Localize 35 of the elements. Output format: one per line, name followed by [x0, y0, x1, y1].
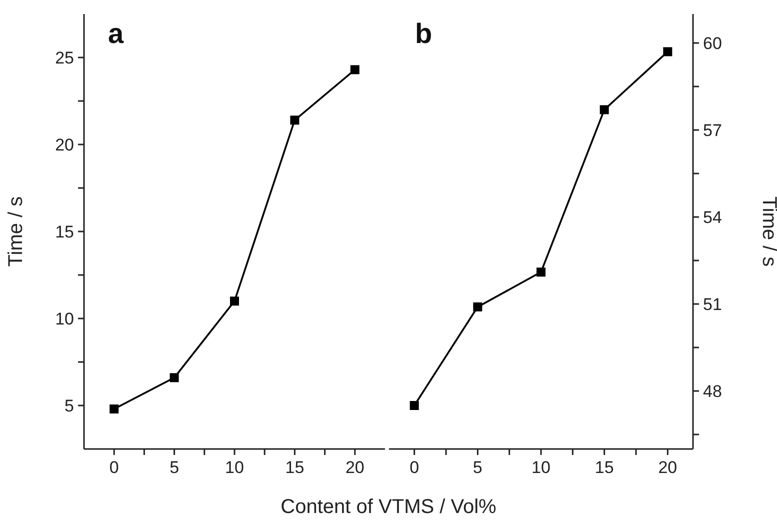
x-tick-label: 20: [658, 458, 678, 478]
point: [110, 404, 119, 414]
point: [350, 65, 360, 74]
point: [600, 105, 609, 114]
x-tick-label: 15: [594, 458, 614, 478]
x-tick-label: 0: [410, 458, 420, 478]
point: [473, 302, 482, 312]
y-tick-label: 25: [55, 48, 74, 68]
y-axis-title: Time / s: [5, 196, 28, 267]
x-tick-label: 10: [532, 458, 550, 478]
x-tick-label: 5: [472, 458, 482, 478]
y2-tick-label: 54: [703, 208, 722, 228]
point: [536, 268, 546, 277]
point: [410, 401, 419, 410]
y-tick-label: 10: [55, 310, 74, 329]
y-tick-label: 20: [55, 136, 74, 155]
x-tick-label: 15: [285, 458, 304, 478]
annotation: a: [108, 18, 124, 50]
y2-axis-title: Time / s: [758, 196, 777, 267]
y2-tick-label: 48: [703, 382, 722, 402]
y-tick-label: 5: [64, 396, 74, 416]
point: [230, 296, 239, 306]
annotation: b: [415, 18, 432, 50]
x-tick-label: 20: [345, 458, 364, 478]
y-tick-label: 15: [55, 222, 74, 242]
point: [170, 373, 179, 382]
x-tick-label: 10: [225, 458, 244, 478]
point: [663, 47, 672, 56]
x-tick-label: 0: [109, 458, 119, 478]
point: [290, 116, 300, 125]
x-axis-title: Content of VTMS / Vol%: [280, 496, 498, 519]
y2-tick-label: 57: [703, 121, 722, 140]
x-tick-label: 5: [170, 458, 180, 478]
y2-tick-label: 60: [703, 34, 722, 54]
y2-tick-label: 51: [703, 295, 722, 314]
